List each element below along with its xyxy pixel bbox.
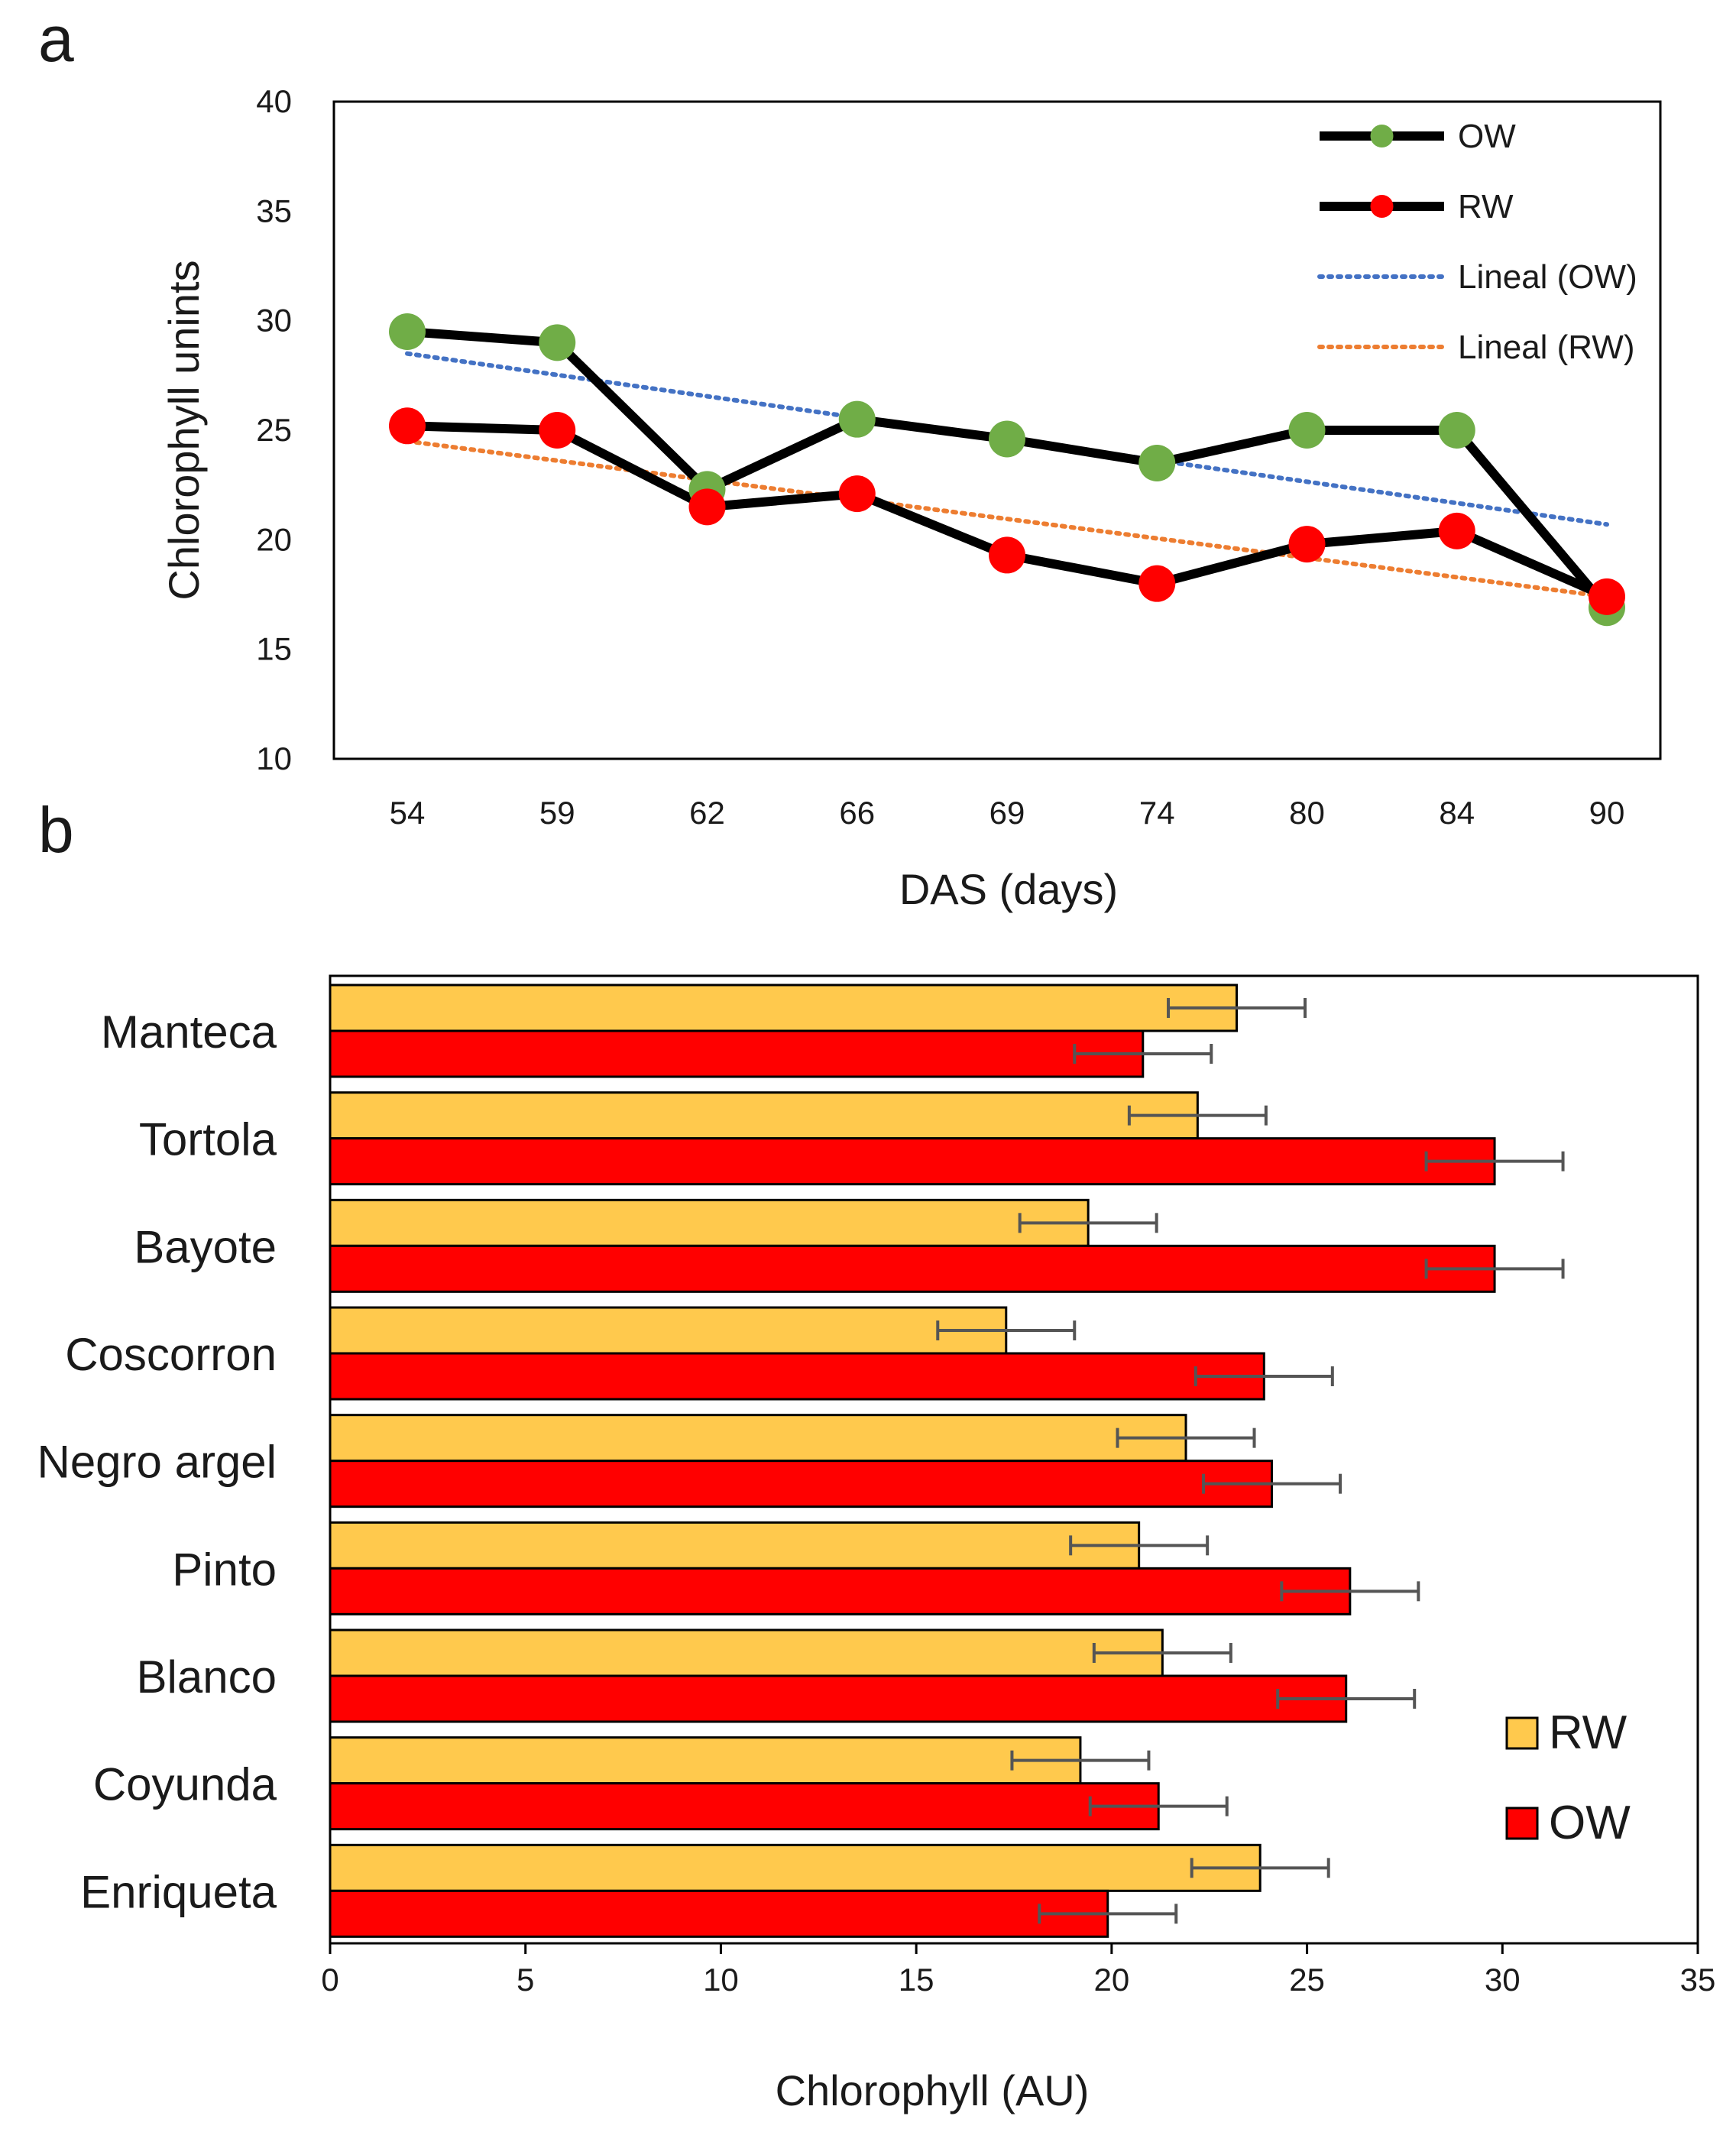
data-point-rw (989, 536, 1025, 574)
y-tick-label-a: 40 (256, 83, 292, 119)
bar-chart-panel-b: Manteca Tortola Bayote Coscorron Negro argel… (37, 974, 1716, 2114)
data-point-rw (688, 488, 726, 526)
legend-label-rw: RW (1549, 1706, 1628, 1759)
bar-ow (329, 1244, 1496, 1293)
x-tick-label-a: 62 (689, 795, 725, 831)
data-point-rw (389, 407, 426, 445)
data-point-rw (1138, 565, 1176, 602)
trendline-1 (405, 439, 1609, 599)
data-point-rw (1438, 512, 1475, 549)
bar-rw (329, 1843, 1262, 1892)
line-chart-panel-a: 10 15 20 25 30 35 40 54 59 62 66 69 74 80 84 90 Chloro… (160, 83, 1662, 913)
data-point-rw (838, 475, 876, 513)
bar-ow (329, 1352, 1265, 1401)
bar-rw (329, 1628, 1164, 1677)
x-tick-label-a: 59 (539, 795, 575, 831)
category-label: Coyunda (93, 1759, 277, 1810)
legend-marker-rw (1370, 195, 1394, 218)
bar-rw (329, 1414, 1187, 1463)
data-point-ow (989, 420, 1025, 458)
data-point-ow (1138, 445, 1176, 481)
x-tick-label-b: 30 (1485, 1962, 1521, 1998)
bar-rw (329, 1091, 1199, 1140)
y-tick-label-a: 10 (256, 740, 292, 776)
y-tick-label-a: 25 (256, 412, 292, 448)
y-tick-label-a: 20 (256, 521, 292, 557)
x-tick-label-a: 69 (989, 795, 1025, 831)
bar-rw (329, 1521, 1141, 1570)
legend-label-rw: RW (1458, 188, 1514, 225)
data-point-rw (1288, 526, 1326, 563)
data-point-ow (1288, 412, 1326, 449)
x-tick-label-a: 80 (1289, 795, 1325, 831)
bar-ow (329, 1460, 1274, 1508)
bar-ow (329, 1137, 1496, 1186)
bar-rw (329, 1198, 1090, 1247)
legend-label-ow: OW (1549, 1797, 1631, 1849)
x-tick-label-b: 5 (517, 1962, 534, 1998)
y-tick-label-a: 30 (256, 303, 292, 339)
panel-b-letter: b (38, 794, 74, 866)
legend-swatch-ow (1505, 1807, 1539, 1840)
legend-label-trendline: Lineal (RW) (1458, 329, 1634, 366)
category-label: Manteca (101, 1006, 277, 1058)
legend-a: OW RW Lineal (OW) Lineal (RW) (1317, 118, 1637, 366)
category-label: Negro argel (37, 1437, 277, 1488)
x-tick-label-b: 0 (321, 1962, 338, 1998)
x-tick-label-b: 25 (1289, 1962, 1325, 1998)
x-tick-label-a: 54 (390, 795, 426, 831)
legend-label-trendline: Lineal (OW) (1458, 258, 1637, 296)
x-tick-label-a: 66 (839, 795, 875, 831)
bar-ow (329, 1674, 1348, 1723)
x-tick-label-a: 90 (1589, 795, 1625, 831)
bar-rw (329, 983, 1239, 1032)
y-axis-label-a: Chlorophyll unints (160, 260, 208, 600)
data-point-rw (1589, 578, 1625, 615)
panel-a-letter: a (38, 3, 74, 75)
bar-ow (329, 1567, 1352, 1615)
category-label: Coscorron (65, 1329, 277, 1380)
bar-ow (329, 1889, 1109, 1938)
bar-rw (329, 1736, 1082, 1785)
legend-marker-ow (1370, 125, 1394, 147)
x-tick-label-b: 20 (1093, 1962, 1129, 1998)
data-point-ow (1438, 412, 1475, 449)
data-point-ow (389, 313, 426, 350)
x-axis-label-a: DAS (days) (899, 865, 1118, 913)
x-tick-label-b: 35 (1680, 1962, 1716, 1998)
x-axis-label-b: Chlorophyll (AU) (776, 2066, 1090, 2114)
category-label: Enriqueta (80, 1866, 277, 1917)
legend-b: RW OW (1505, 1706, 1631, 1849)
data-point-rw (539, 412, 576, 449)
bar-ow (329, 1782, 1160, 1831)
legend-swatch-rw (1505, 1716, 1539, 1750)
data-point-ow (838, 400, 876, 438)
category-label: Blanco (137, 1651, 277, 1703)
x-tick-label-a: 84 (1439, 795, 1475, 831)
y-tick-label-a: 15 (256, 631, 292, 667)
bar-rw (329, 1306, 1008, 1355)
category-label: Pinto (172, 1544, 277, 1595)
bar-ow (329, 1029, 1145, 1078)
category-label: Bayote (134, 1221, 277, 1272)
x-tick-label-a: 74 (1139, 795, 1175, 831)
data-point-ow (539, 324, 576, 361)
category-label: Tortola (139, 1114, 277, 1165)
legend-label-ow: OW (1458, 118, 1516, 155)
x-tick-label-b: 15 (899, 1962, 934, 1998)
y-tick-label-a: 35 (256, 193, 292, 228)
x-tick-label-b: 10 (703, 1962, 739, 1998)
